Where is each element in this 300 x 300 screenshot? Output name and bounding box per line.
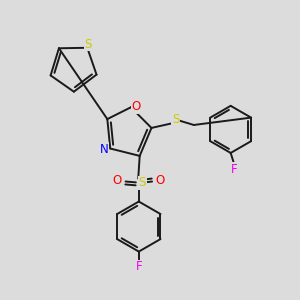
Text: O: O (131, 100, 141, 113)
Text: S: S (85, 38, 92, 51)
Text: O: O (156, 174, 165, 187)
Text: F: F (231, 163, 238, 176)
Text: F: F (136, 260, 142, 273)
Text: N: N (99, 142, 108, 156)
Text: O: O (112, 174, 122, 187)
Text: S: S (139, 176, 146, 190)
Text: S: S (172, 112, 179, 126)
